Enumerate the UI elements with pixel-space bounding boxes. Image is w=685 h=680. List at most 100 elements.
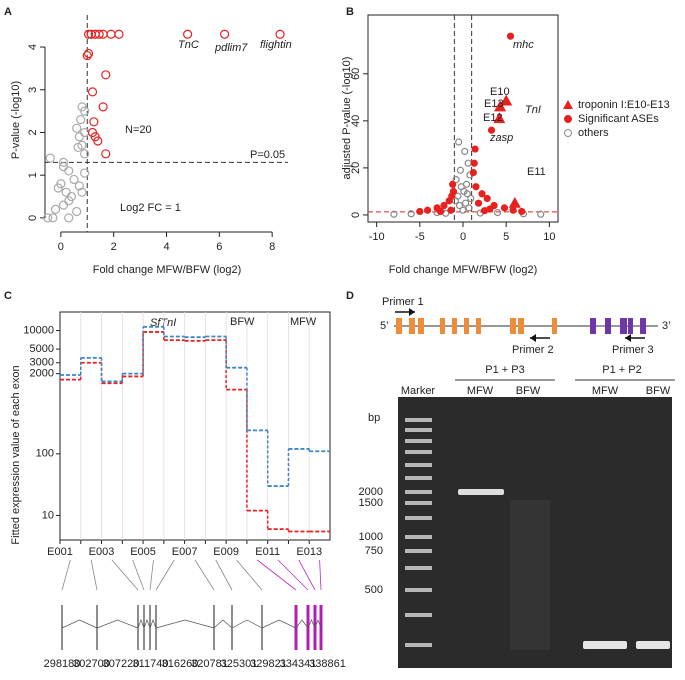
ladder-band (405, 549, 432, 553)
point (471, 145, 479, 153)
point (83, 29, 94, 39)
point (508, 196, 521, 208)
exon (552, 318, 557, 334)
point (64, 213, 74, 223)
point (53, 183, 63, 193)
point (45, 153, 55, 163)
point (470, 159, 478, 167)
exon-link (236, 559, 263, 591)
five-prime: 5’ (380, 320, 389, 332)
point (89, 117, 99, 127)
intron (213, 619, 233, 629)
point (493, 112, 506, 124)
legend-label: MFW (290, 316, 317, 328)
exon-link (215, 559, 233, 591)
ladder-band (405, 490, 432, 494)
y-tick-label: 0 (350, 212, 362, 218)
exon-link (90, 559, 98, 591)
intron (314, 619, 322, 629)
point (77, 187, 87, 197)
y-axis-label: adjusted P-value (-log10) (341, 57, 353, 180)
coordinate-label: 307220 (103, 658, 140, 670)
annotation: E12 (483, 112, 503, 124)
point (90, 132, 100, 142)
exon (590, 318, 596, 334)
annotation: pdlim7 (214, 42, 248, 54)
legend-marker (564, 115, 572, 123)
coordinate-label: 311740 (133, 658, 169, 670)
exon (452, 318, 457, 334)
primer-label: Primer 3 (612, 344, 654, 356)
y-tick-label: 10 (42, 509, 54, 521)
three-prime: 3’ (662, 320, 671, 332)
ladder-label: 1500 (359, 497, 383, 509)
point (220, 29, 230, 39)
annotation: E13 (484, 98, 504, 110)
ladder-band (405, 535, 432, 539)
primer-label: Primer 1 (382, 296, 424, 308)
point (455, 138, 463, 146)
annotation: TnI (525, 104, 541, 116)
lane-label: BFW (646, 385, 671, 397)
panel-letter: C (4, 290, 12, 302)
point (452, 176, 460, 184)
point (509, 206, 517, 214)
point (50, 204, 61, 214)
exon (640, 318, 646, 334)
x-tick-label: 6 (216, 241, 222, 253)
annotation: zasp (489, 132, 513, 144)
point (464, 159, 472, 167)
point (445, 197, 453, 205)
point (114, 29, 124, 39)
point (407, 210, 415, 218)
x-tick-label: E013 (296, 546, 322, 558)
coordinate-label: 325301 (221, 658, 258, 670)
exon-link (277, 559, 309, 591)
intron (231, 619, 263, 629)
annotation: N=20 (125, 124, 152, 136)
point (467, 194, 475, 203)
intron (307, 619, 316, 629)
point (500, 204, 509, 212)
point (72, 123, 82, 133)
exon (464, 318, 469, 334)
point (80, 127, 90, 138)
point (463, 190, 471, 198)
y-tick-label: 0 (27, 215, 39, 221)
y-axis-label: P-value (-log10) (10, 81, 22, 159)
primer-arrowhead (625, 334, 631, 342)
exon-link (61, 559, 71, 591)
point (465, 204, 473, 212)
intron (137, 619, 145, 629)
point (183, 29, 193, 39)
point (76, 115, 86, 125)
unit-label: bp (368, 412, 380, 424)
point (87, 87, 98, 97)
legend-marker (563, 100, 573, 109)
x-tick-label: 0 (460, 231, 466, 243)
exon (440, 318, 445, 334)
plot-box (59, 311, 331, 541)
x-tick-label: 5 (503, 231, 509, 243)
point (500, 94, 513, 106)
point (48, 213, 58, 223)
primer-arrowhead (409, 308, 415, 316)
ladder-band (405, 588, 432, 592)
point (455, 201, 464, 210)
chart-title: SfTnI (150, 317, 176, 329)
sample-band (458, 489, 504, 495)
x-tick-label: -10 (369, 231, 385, 243)
exon (396, 318, 402, 334)
point (449, 180, 457, 188)
primer-label: Primer 2 (512, 344, 554, 356)
x-tick-label: E003 (89, 546, 115, 558)
point (80, 106, 90, 116)
coordinate-label: 302700 (73, 658, 110, 670)
point (423, 206, 432, 214)
y-tick-label: 1 (27, 172, 39, 178)
smear (510, 500, 550, 650)
ladder-band (405, 613, 432, 617)
ladder-band (405, 418, 432, 422)
